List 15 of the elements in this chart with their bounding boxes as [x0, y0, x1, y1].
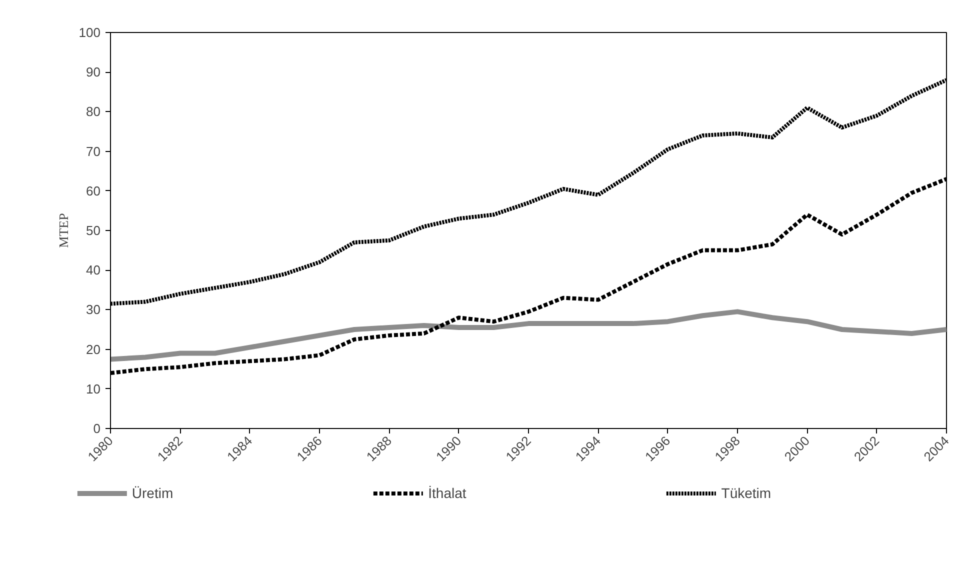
y-tick-label: 60	[86, 183, 101, 198]
y-axis-title: MTEP	[56, 213, 71, 248]
y-tick-label: 100	[78, 25, 101, 40]
y-tick-label: 10	[86, 381, 101, 396]
legend-label: İthalat	[428, 485, 466, 501]
legend-label: Üretim	[132, 485, 174, 501]
y-tick-label: 40	[86, 262, 101, 278]
y-tick-label: 50	[86, 223, 101, 238]
y-tick-label: 70	[86, 144, 101, 159]
y-tick-label: 20	[86, 342, 101, 357]
y-tick-label: 0	[93, 421, 101, 436]
y-tick-label: 30	[86, 302, 101, 318]
y-tick-label: 80	[86, 104, 101, 120]
y-tick-label: 90	[86, 64, 101, 80]
legend-label: Tüketim	[721, 485, 772, 501]
